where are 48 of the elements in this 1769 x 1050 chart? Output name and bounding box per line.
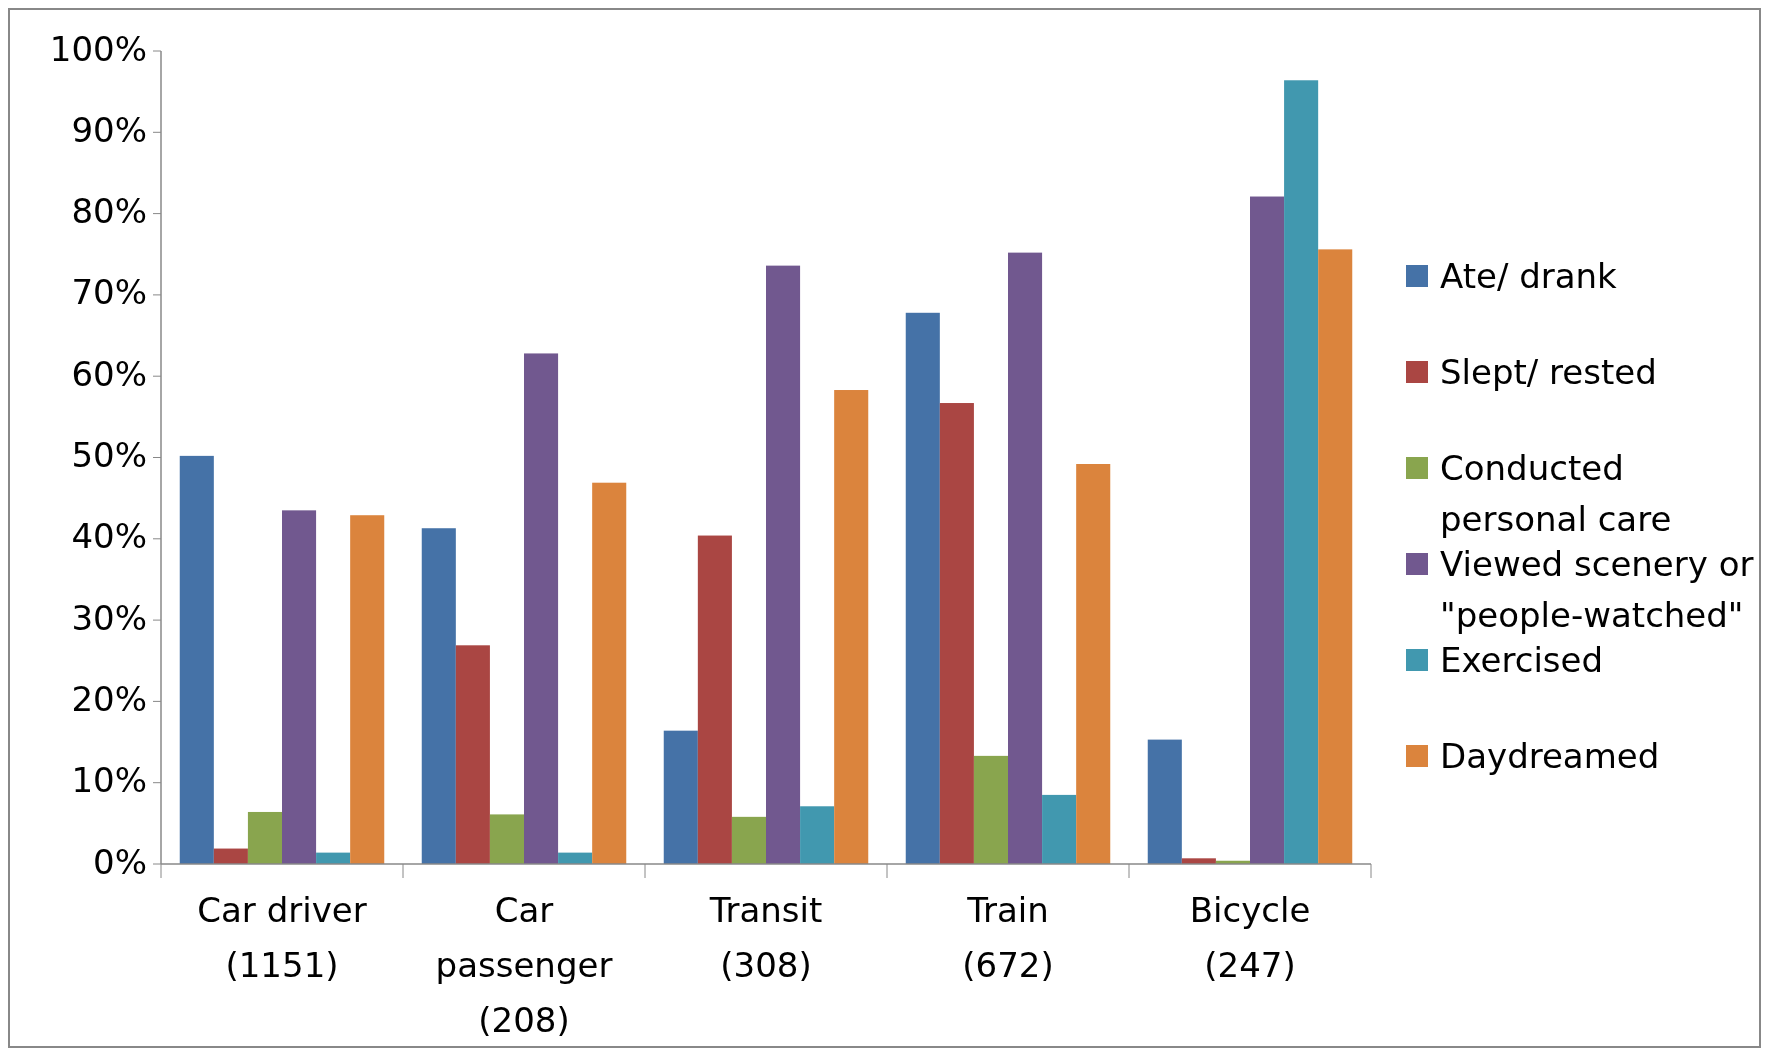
bar: [905, 312, 940, 864]
legend-label: Ate/ drank: [1440, 255, 1618, 296]
legend-label: Exercised: [1440, 639, 1604, 680]
y-tick-label: 60%: [71, 353, 147, 394]
y-tick-label: 90%: [71, 109, 147, 150]
bar: [697, 535, 732, 864]
legend-label: Viewed scenery or "people-watched": [1440, 543, 1754, 635]
bar: [421, 528, 456, 864]
y-tick-label: 40%: [71, 516, 147, 557]
x-tick-label: Train (672): [962, 890, 1054, 985]
bar: [524, 353, 559, 864]
bar: [1147, 739, 1182, 864]
y-tick-label: 70%: [71, 272, 147, 313]
bar: [731, 816, 766, 864]
x-tick-label: Car passenger (208): [435, 890, 613, 1040]
y-tick-label: 50%: [71, 435, 147, 475]
bar: [282, 510, 317, 864]
bar: [834, 390, 869, 864]
x-tick-label: Transit (308): [708, 890, 823, 985]
bar: [766, 265, 801, 864]
bar: [350, 515, 385, 864]
y-tick-label: 100%: [49, 28, 147, 69]
legend-label: Conducted personal care: [1440, 447, 1672, 539]
bar: [939, 403, 974, 864]
bar: [973, 755, 1008, 864]
y-tick-label: 20%: [71, 678, 147, 719]
x-tick-label: Car driver (1151): [197, 890, 367, 985]
bar: [1042, 794, 1077, 864]
bar: [1076, 464, 1111, 864]
bar: [179, 455, 214, 864]
bar: [1250, 196, 1285, 864]
bar: [489, 814, 524, 864]
y-tick-label: 30%: [71, 597, 147, 638]
y-tick-label: 80%: [71, 191, 147, 232]
bar: [1008, 252, 1043, 864]
bar: [213, 848, 248, 864]
bar: [455, 645, 490, 864]
bar: [1284, 80, 1319, 864]
bar: [663, 730, 698, 864]
legend-label: Slept/ rested: [1440, 351, 1657, 392]
y-tick-label: 0%: [93, 841, 147, 882]
y-tick-label: 10%: [71, 760, 147, 801]
bar: [247, 811, 282, 864]
bar: [800, 806, 835, 864]
bar: [592, 482, 627, 864]
bar: [1318, 249, 1353, 864]
x-tick-label: Bicycle (247): [1189, 890, 1311, 985]
legend-label: Daydreamed: [1440, 735, 1660, 776]
